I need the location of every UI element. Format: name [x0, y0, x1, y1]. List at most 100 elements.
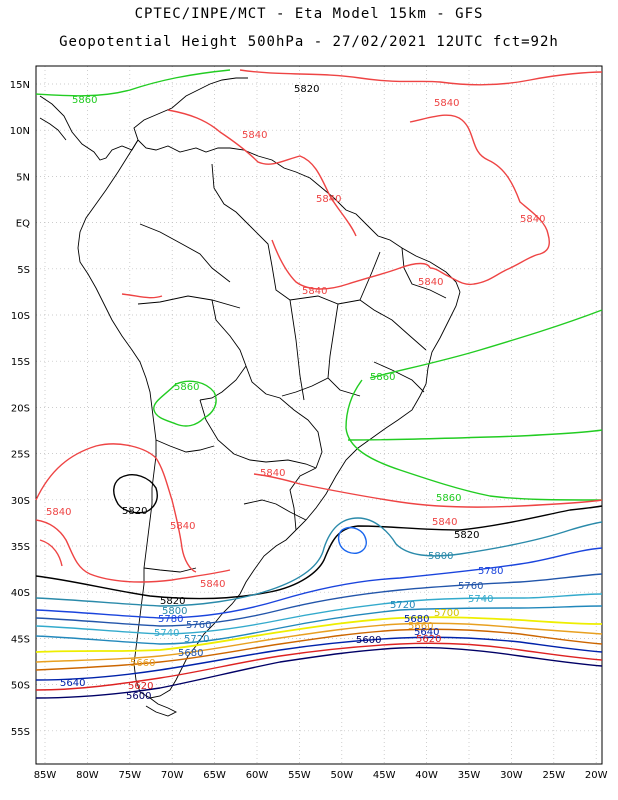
- contour-5600: [35, 646, 603, 699]
- label-5760-west: 5760: [186, 620, 211, 631]
- label-5740-atlantic: 5740: [468, 594, 493, 605]
- label-5760-atlantic: 5760: [458, 581, 483, 592]
- contour-5760: [35, 573, 603, 627]
- label-5680-west: 5680: [178, 648, 203, 659]
- lat-label: 45S: [11, 634, 30, 645]
- lat-label: 25S: [11, 450, 30, 461]
- label-5860-brazil: 5860: [370, 372, 395, 383]
- lat-label: 5N: [16, 172, 30, 183]
- latitude-axis-labels: 15N 10N 5N EQ 5S 10S 15S 20S 25S 30S 35S 40S 45S 50S 5…: [10, 80, 30, 738]
- lat-label: 20S: [11, 403, 30, 414]
- contour-5860-atlantic: [345, 309, 603, 501]
- contour-5800-low: [337, 526, 367, 554]
- lon-label: 35W: [458, 770, 481, 781]
- lon-label: 25W: [542, 770, 565, 781]
- label-5720-west: 5720: [184, 634, 209, 645]
- label-5620: 5620: [416, 634, 441, 645]
- label-5840-pacific: 5840: [46, 507, 71, 518]
- lon-label: 20W: [585, 770, 608, 781]
- label-5840-chile: 5840: [170, 521, 195, 532]
- label-5700: 5700: [434, 608, 459, 619]
- label-5600-west: 5600: [126, 691, 151, 702]
- lat-label: 15S: [11, 357, 30, 368]
- map-title-line1: CPTEC/INPE/MCT - Eta Model 15km - GFS: [134, 6, 484, 22]
- contour-5640: [35, 636, 603, 681]
- contour-5840-west: [35, 443, 231, 583]
- lat-label: 5S: [17, 265, 30, 276]
- lat-label: 30S: [11, 496, 30, 507]
- label-5840-south-atlantic: 5840: [432, 517, 457, 528]
- contour-5840-north: [239, 69, 603, 86]
- contour-5840-amazon: [121, 239, 431, 299]
- coastline-borders: [39, 77, 461, 717]
- contour-5840-caribbean: [167, 109, 357, 237]
- label-5820-north: 5820: [294, 84, 319, 95]
- contour-5820-main: [35, 505, 603, 600]
- label-5640-west: 5640: [60, 678, 85, 689]
- label-5840-atlantic: 5840: [520, 214, 545, 225]
- label-5860-bolivia: 5860: [174, 382, 199, 393]
- label-5800-west: 5800: [162, 606, 187, 617]
- label-5820-west: 5820: [160, 596, 185, 607]
- map-frame: [35, 65, 603, 765]
- contour-5860-east: [347, 429, 603, 441]
- lat-label: EQ: [16, 219, 30, 230]
- label-5840-north: 5840: [434, 98, 459, 109]
- contour-5780: [35, 547, 603, 619]
- lon-label: 55W: [288, 770, 311, 781]
- lon-label: 75W: [118, 770, 141, 781]
- label-5840-northeast: 5840: [418, 277, 443, 288]
- label-5740-west: 5740: [154, 628, 179, 639]
- lat-label: 10S: [11, 311, 30, 322]
- label-5840-paraguay: 5840: [260, 468, 285, 479]
- label-5680-blue: 5680: [404, 614, 429, 625]
- lat-label: 10N: [10, 126, 30, 137]
- label-5840-amazon: 5840: [302, 286, 327, 297]
- label-5820-closed: 5820: [122, 506, 147, 517]
- lat-label: 35S: [11, 542, 30, 553]
- label-5660-west: 5660: [130, 658, 155, 669]
- lon-label: 40W: [415, 770, 438, 781]
- lat-label: 15N: [10, 80, 30, 91]
- label-5840-guianas: 5840: [316, 194, 341, 205]
- label-5720-atlantic: 5720: [390, 600, 415, 611]
- contour-5660: [35, 628, 603, 671]
- lon-label: 45W: [373, 770, 396, 781]
- contour-5860-bolivia: [153, 380, 217, 427]
- label-5840-argentina: 5840: [200, 579, 225, 590]
- lat-label: 55S: [11, 727, 30, 738]
- contour-5620: [35, 642, 603, 691]
- lon-label: 50W: [330, 770, 353, 781]
- lat-label: 40S: [11, 588, 30, 599]
- contour-lines: [35, 69, 603, 699]
- contour-5800: [35, 517, 603, 607]
- label-5860-atlantic: 5860: [436, 493, 461, 504]
- contour-5840-atlantic-n: [409, 114, 550, 286]
- lon-label: 65W: [203, 770, 226, 781]
- contour-5680: [35, 622, 603, 663]
- contour-5740: [35, 593, 603, 635]
- longitude-axis-labels: 85W 80W 75W 70W 65W 60W 55W 50W 45W 40W 35W 30W 25W 2…: [34, 770, 608, 781]
- label-5840-caribbean: 5840: [242, 130, 267, 141]
- contour-labels: 5860 5860 5860 5860 5840 5840 5840 5840 …: [46, 84, 545, 702]
- label-5800-atlantic: 5800: [428, 551, 453, 562]
- contour-5720: [35, 605, 603, 645]
- label-5620-west: 5620: [128, 681, 153, 692]
- grid-lines: [36, 66, 602, 764]
- contour-5700: [35, 616, 603, 653]
- label-5820-atlantic: 5820: [454, 530, 479, 541]
- contour-5820-closed: [113, 474, 158, 514]
- lon-label: 60W: [246, 770, 269, 781]
- label-5780-atlantic: 5780: [478, 566, 503, 577]
- contour-5860-north: [35, 69, 231, 97]
- label-5860-north: 5860: [72, 95, 97, 106]
- lon-label: 70W: [161, 770, 184, 781]
- lon-label: 85W: [34, 770, 57, 781]
- contour-5840-southern-low: [39, 539, 63, 567]
- map-title-line2: Geopotential Height 500hPa - 27/02/2021 …: [59, 34, 559, 50]
- contour-5840-south: [253, 473, 603, 508]
- lat-label: 50S: [11, 681, 30, 692]
- label-5640: 5640: [414, 627, 439, 638]
- lon-label: 30W: [500, 770, 523, 781]
